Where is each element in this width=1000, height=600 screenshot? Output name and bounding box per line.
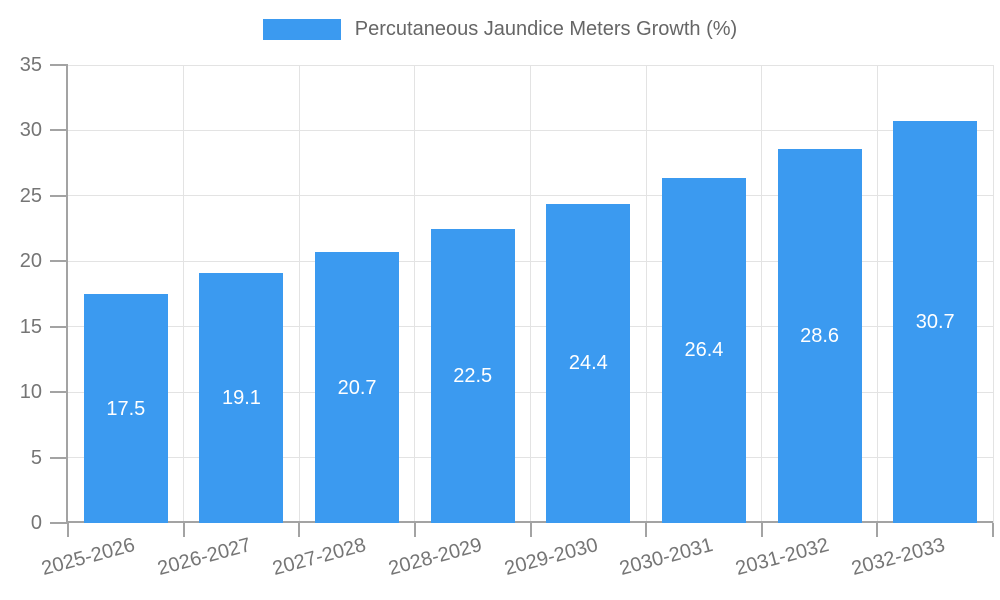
bar [83, 294, 168, 523]
bar [661, 177, 746, 523]
legend[interactable]: Percutaneous Jaundice Meters Growth (%) [0, 17, 1000, 41]
x-tick-label: 2032-2033 [848, 534, 947, 581]
x-tick [413, 523, 416, 537]
y-tick-label: 25 [19, 184, 42, 207]
bar [199, 273, 284, 523]
bar-value-label: 26.4 [684, 339, 724, 362]
x-gridline [298, 65, 300, 523]
x-gridline [645, 65, 647, 523]
x-gridline [992, 65, 994, 523]
bar [430, 228, 515, 523]
y-axis-line [66, 65, 68, 523]
y-tick [50, 325, 68, 328]
legend-label: Percutaneous Jaundice Meters Growth (%) [354, 18, 738, 40]
y-tick [50, 391, 68, 394]
x-tick-label: 2025-2026 [39, 534, 138, 581]
y-tick-label: 5 [30, 446, 42, 469]
x-tick [298, 523, 301, 537]
x-gridline [530, 65, 531, 523]
x-tick [529, 523, 532, 537]
x-tick [645, 523, 648, 537]
bar-value-label: 30.7 [915, 311, 955, 334]
bar [546, 203, 631, 523]
bar-value-label: 20.7 [337, 376, 377, 399]
y-tick [50, 522, 68, 524]
x-tick-label: 2027-2028 [270, 534, 369, 581]
x-tick [876, 523, 879, 537]
y-tick-label: 30 [19, 119, 42, 142]
bar-value-label: 22.5 [453, 364, 493, 387]
y-tick [50, 129, 68, 132]
y-tick [50, 260, 68, 263]
x-tick-label: 2030-2031 [617, 534, 716, 581]
x-axis-line [66, 521, 993, 523]
x-tick [67, 523, 69, 537]
y-tick-label: 10 [19, 381, 42, 404]
bar-value-label: 17.5 [106, 397, 146, 420]
x-gridline [761, 65, 763, 523]
bar [777, 148, 862, 523]
y-tick-label: 35 [19, 54, 42, 76]
y-tick-label: 20 [19, 250, 42, 273]
x-tick [182, 523, 185, 537]
x-gridline [414, 65, 416, 523]
bar [315, 252, 400, 523]
y-tick [50, 64, 68, 66]
bar [893, 121, 978, 523]
bar-value-label: 19.1 [221, 387, 261, 410]
y-tick [50, 456, 68, 459]
legend-swatch-icon [262, 18, 341, 40]
x-tick-label: 2028-2029 [386, 534, 485, 581]
x-tick [760, 523, 763, 537]
y-tick-label: 0 [30, 512, 42, 534]
x-tick-label: 2031-2032 [733, 534, 832, 581]
bar-value-label: 24.4 [568, 352, 608, 375]
x-tick [992, 523, 994, 537]
x-tick-label: 2029-2030 [501, 534, 601, 581]
y-tick-label: 15 [19, 315, 42, 338]
y-tick [50, 194, 68, 197]
bar-value-label: 28.6 [800, 324, 840, 347]
x-gridline [876, 65, 878, 523]
x-gridline [183, 65, 185, 523]
x-tick-label: 2026-2027 [155, 534, 254, 581]
